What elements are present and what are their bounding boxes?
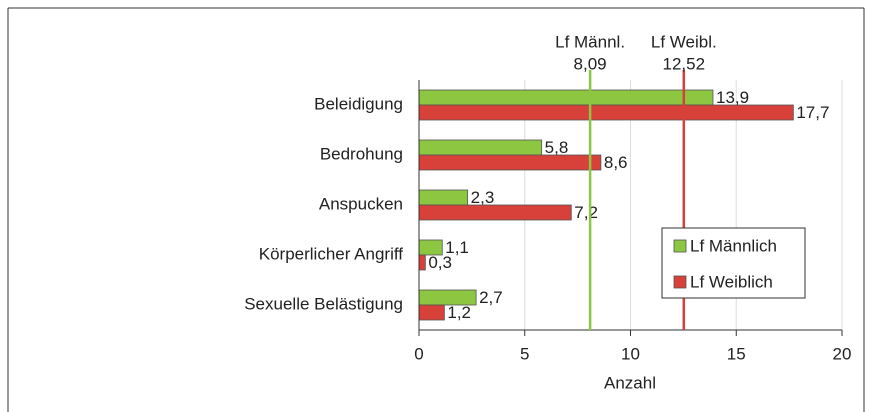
data-label: 1,1 — [445, 238, 469, 257]
y-tick-label: Sexuelle Belästigung — [244, 294, 403, 313]
legend-label: Lf Männlich — [690, 236, 777, 255]
bar — [418, 304, 445, 321]
x-tick-label: 0 — [414, 344, 423, 363]
data-label: 2,3 — [471, 188, 495, 207]
reference-name: Lf Weibl. — [651, 32, 717, 51]
data-label: 0,3 — [428, 253, 452, 272]
data-label: 2,7 — [479, 288, 503, 307]
x-tick-label: 5 — [520, 344, 529, 363]
y-tick-label: Anspucken — [319, 194, 403, 213]
reference-value: 12,52 — [663, 54, 706, 73]
x-tick-label: 20 — [833, 344, 852, 363]
bar — [418, 189, 469, 206]
bar — [418, 154, 602, 171]
reference-name: Lf Männl. — [555, 32, 625, 51]
bar — [418, 254, 426, 271]
x-tick-label: 10 — [621, 344, 640, 363]
legend-swatch — [673, 239, 687, 253]
x-tick-label: 15 — [727, 344, 746, 363]
data-label: 13,9 — [716, 88, 749, 107]
bar — [418, 104, 794, 121]
y-tick-label: Beleidigung — [314, 94, 403, 113]
legend-swatch — [673, 275, 687, 289]
data-label: 7,2 — [574, 203, 598, 222]
y-tick-label: Bedrohung — [320, 144, 403, 163]
x-axis-label: Anzahl — [604, 373, 656, 392]
bar — [418, 204, 572, 221]
data-label: 8,6 — [604, 153, 628, 172]
legend-label: Lf Weiblich — [690, 272, 773, 291]
data-label: 5,8 — [545, 138, 569, 157]
y-tick-label: Körperlicher Angriff — [259, 244, 404, 263]
data-label: 17,7 — [796, 103, 829, 122]
reference-value: 8,09 — [574, 54, 607, 73]
bar — [418, 89, 714, 106]
bar — [418, 139, 543, 156]
data-label: 1,2 — [447, 303, 471, 322]
